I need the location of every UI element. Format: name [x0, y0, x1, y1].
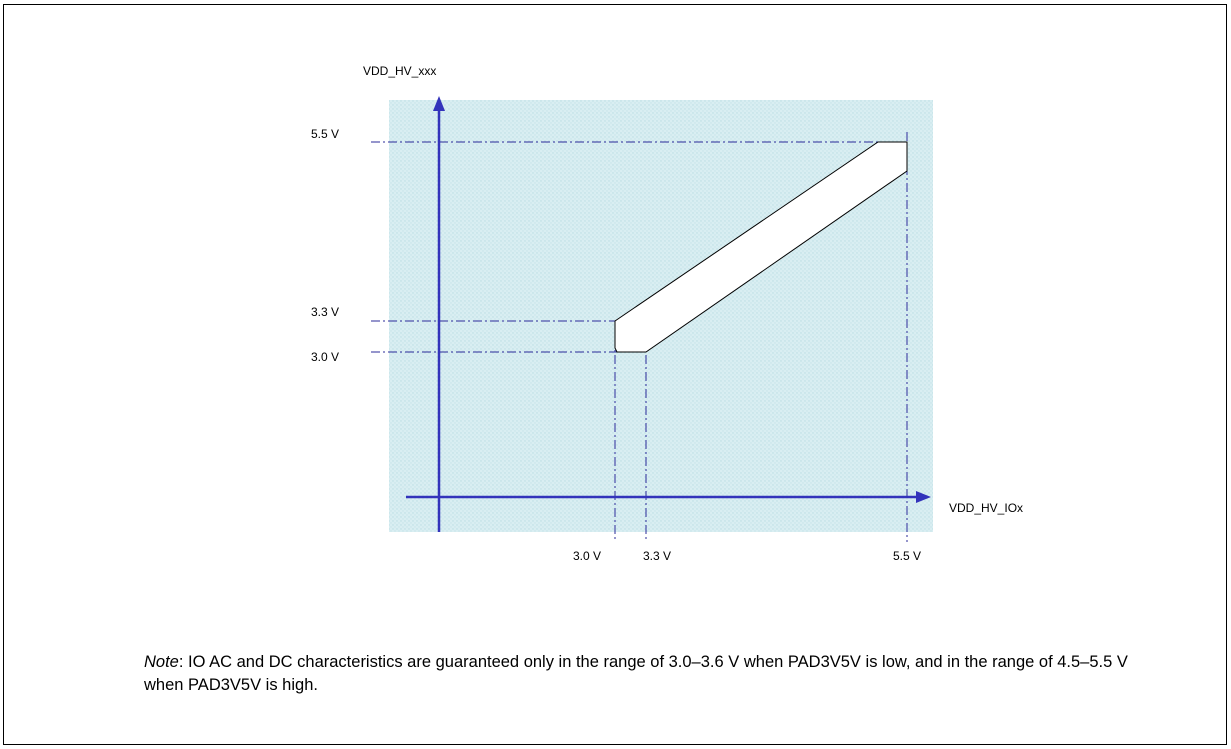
y-tick-label-3.0: 3.0 V [311, 350, 339, 364]
x-tick-label-3.0: 3.0 V [573, 549, 601, 563]
x-tick-label-3.3: 3.3 V [643, 549, 671, 563]
y-tick-label-5.5: 5.5 V [311, 127, 339, 141]
note-text: : IO AC and DC characteristics are guara… [144, 653, 1128, 694]
note-prefix: Note [144, 653, 179, 671]
x-axis-label: VDD_HV_IOx [949, 501, 1023, 515]
footnote: Note: IO AC and DC characteristics are g… [144, 651, 1144, 697]
y-tick-label-3.3: 3.3 V [311, 305, 339, 319]
operating-range-band [614, 141, 908, 353]
x-tick-label-5.5: 5.5 V [893, 549, 921, 563]
y-axis-label: VDD_HV_xxx [363, 64, 436, 78]
y-axis-arrowhead [433, 96, 445, 111]
x-axis-arrowhead [916, 491, 931, 503]
